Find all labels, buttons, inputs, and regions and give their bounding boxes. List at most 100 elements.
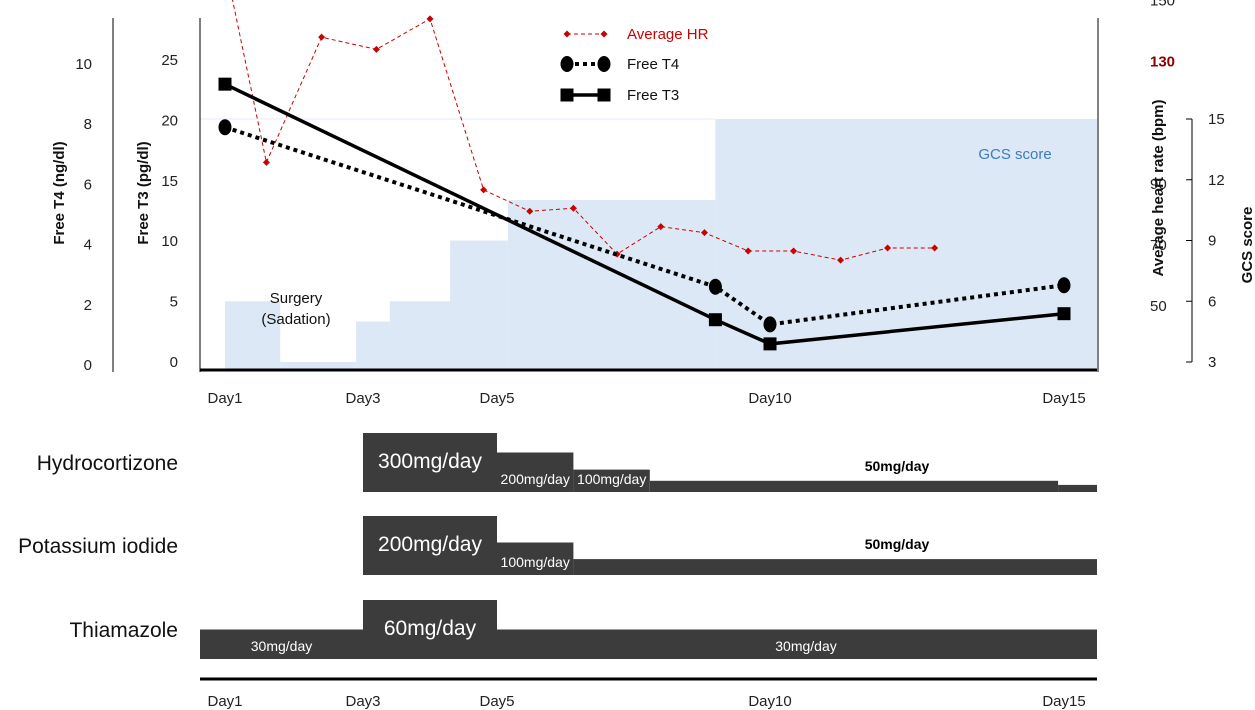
dose-label: 30mg/day (775, 638, 836, 654)
dose-label: 30mg/day (251, 638, 312, 654)
series-line-free-t3 (224, 82, 1065, 346)
ft3-point (708, 313, 722, 327)
hr-point (837, 256, 845, 264)
gcs-step-0 (225, 301, 281, 371)
dose-label: 50mg/day (865, 458, 930, 474)
bottom-x-tick-label: Day10 (748, 693, 791, 710)
dose-label: 100mg/day (501, 554, 570, 570)
legend-marker (597, 88, 611, 102)
x-tick-label: Day15 (1042, 390, 1085, 407)
legend-label: Average HR (627, 26, 709, 43)
dose-bar (363, 600, 497, 659)
medication-chart: Hydrocortizone 300mg/day 200mg/day 100mg/da… (18, 433, 1097, 710)
bottom-x-tick-label: Day3 (345, 693, 380, 710)
gcs-step-1 (280, 362, 357, 370)
gcs-area (200, 118, 1097, 371)
hr-tick-label: 50 (1150, 298, 1167, 315)
x-tick-label: Day10 (748, 390, 791, 407)
legend: Average HR Free T4 Free T3 (560, 26, 709, 104)
ft4-point (708, 278, 722, 295)
dose-label: 200mg/day (378, 533, 482, 556)
hr-point (744, 247, 752, 255)
dose-label: 60mg/day (384, 617, 477, 640)
drug-name: Hydrocortizone (37, 452, 178, 475)
hr-point (569, 204, 577, 212)
gcs-step-4 (450, 240, 508, 370)
gcs-step-2 (356, 321, 390, 370)
gcs-tick-label: 3 (1208, 354, 1216, 371)
bottom-x-tick-label: Day15 (1042, 693, 1085, 710)
ft3-tick-label: 5 (170, 294, 178, 311)
ft3-point (218, 77, 232, 91)
ft3-tick-label: 10 (161, 233, 178, 250)
legend-marker (597, 56, 611, 72)
ft3-point (763, 337, 777, 351)
gcs-step-5 (507, 200, 716, 370)
dose-label: 100mg/day (577, 471, 646, 487)
ft3-tick-label: 25 (161, 52, 178, 69)
ft4-tick-label: 0 (84, 357, 92, 374)
dose-label: 300mg/day (378, 450, 482, 473)
hr-tick-label: 70 (1150, 237, 1167, 254)
hr-point (426, 15, 434, 23)
hr-point (526, 207, 534, 215)
hr-tick-label: 90 (1150, 176, 1167, 193)
ft4-tick-label: 8 (84, 116, 92, 133)
hr-point (931, 244, 939, 252)
hr-point (700, 229, 708, 237)
hr-tick-label: 150 (1150, 0, 1175, 10)
annotations: Surgery (Sadation) GCS score (261, 146, 1051, 328)
legend-marker (560, 56, 574, 72)
series (218, 0, 1071, 351)
bottom-x-tick-label: Day5 (479, 693, 514, 710)
legend-label: Free T4 (627, 56, 679, 73)
hr-point (372, 45, 380, 53)
ft3-tick-label: 15 (161, 173, 178, 190)
gcs-tick-label: 12 (1208, 172, 1225, 189)
axes: Day1 Day3 Day5 Day10 Day15 0 2 4 6 8 10 Free T4 (ng… (51, 0, 1255, 407)
gcs-axis-title: GCS score (1239, 207, 1255, 284)
dose-bar (200, 629, 363, 659)
dose-bar (649, 480, 1059, 492)
dose-bar (1058, 484, 1097, 492)
series-line-average-hr (232, 0, 935, 261)
ft3-point (1057, 307, 1071, 321)
ft4-tick-label: 2 (84, 297, 92, 314)
dose-bar (363, 516, 497, 575)
surgery-label: Surgery (270, 290, 323, 307)
legend-label: Free T3 (627, 87, 679, 104)
ft4-point (218, 119, 232, 136)
dose-bar (363, 433, 497, 492)
dose-label: 50mg/day (865, 536, 930, 552)
drug-name: Potassium iodide (18, 535, 178, 558)
dose-bar (573, 559, 1097, 575)
hr-point (884, 244, 892, 252)
hr-point (318, 33, 326, 41)
hr-tick-label: 130 (1150, 54, 1175, 71)
hr-axis-title: Average heart rate (bpm) (1150, 99, 1167, 276)
ft3-tick-label: 20 (161, 112, 178, 129)
legend-marker (563, 30, 571, 38)
drug-name: Thiamazole (69, 619, 178, 642)
surgery-label-2: (Sadation) (261, 311, 330, 328)
ft4-point (763, 316, 777, 333)
hr-point (480, 186, 488, 194)
ft3-axis-title: Free T3 (pg/dl) (135, 141, 152, 244)
ft4-point (1057, 277, 1071, 294)
x-tick-label: Day1 (207, 390, 242, 407)
hr-point (657, 223, 665, 231)
dose-bar (497, 629, 1097, 659)
ft4-axis-title: Free T4 (ng/dl) (51, 141, 68, 244)
x-tick-label: Day5 (479, 390, 514, 407)
gcs-tick-label: 6 (1208, 293, 1216, 310)
legend-marker (600, 30, 608, 38)
x-tick-label: Day3 (345, 390, 380, 407)
dose-bar (497, 542, 574, 575)
dose-label: 200mg/day (501, 471, 570, 487)
legend-marker (560, 88, 574, 102)
series-line-free-t4 (224, 125, 1065, 327)
gcs-tick-label: 15 (1208, 111, 1225, 128)
dose-bar (497, 452, 574, 492)
hr-point (262, 158, 270, 166)
